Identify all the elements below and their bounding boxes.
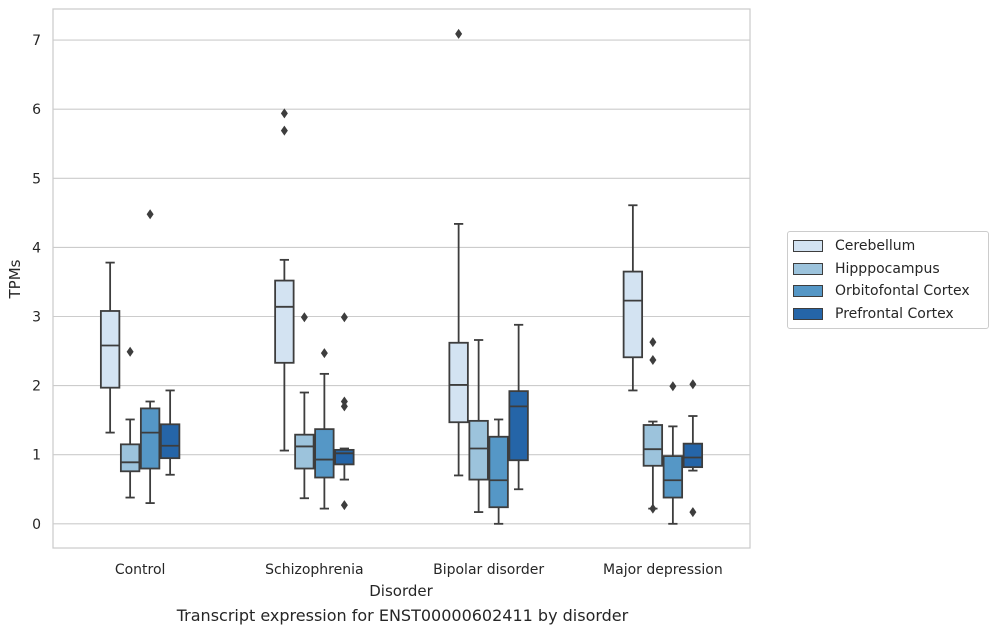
- y-tick-label: 3: [32, 310, 41, 326]
- x-tick-labels: Control Schizophrenia Bipolar disorder Majo…: [115, 562, 723, 578]
- outlier-point: [669, 381, 677, 392]
- outlier-point: [340, 401, 348, 412]
- iqr-box: [294, 433, 315, 470]
- legend-item: Cerebellum: [788, 235, 988, 258]
- chart-caption: Transcript expression for ENST0000060241…: [176, 606, 629, 625]
- iqr-box: [642, 424, 664, 467]
- box-cerebellum: [448, 28, 469, 477]
- iqr-box: [99, 310, 121, 389]
- box-prefrontal-cortex: [508, 323, 529, 491]
- box-orbitofontal-cortex: [139, 209, 161, 504]
- box-cerebellum: [622, 204, 644, 392]
- legend-item: Hipppocampus: [788, 258, 988, 281]
- y-tick-label: 4: [32, 240, 41, 256]
- iqr-box: [119, 443, 141, 473]
- box-prefrontal-cortex: [682, 379, 704, 518]
- outlier-point: [649, 337, 657, 348]
- outlier-point: [320, 348, 328, 359]
- iqr-box: [468, 419, 489, 481]
- box-orbitofontal-cortex: [662, 381, 684, 525]
- legend-swatch: [793, 285, 823, 298]
- legend-swatch: [793, 240, 823, 253]
- iqr-box: [448, 341, 469, 424]
- legend-swatch: [793, 262, 823, 275]
- outlier-point: [280, 108, 288, 119]
- legend-label: Orbitofontal Cortex: [835, 283, 970, 300]
- outlier-point: [649, 355, 657, 366]
- outlier-point: [455, 28, 463, 39]
- outlier-point: [689, 379, 697, 390]
- legend-item: Prefrontal Cortex: [788, 303, 988, 326]
- x-tick-label: Bipolar disorder: [433, 562, 544, 578]
- iqr-box: [488, 435, 509, 509]
- iqr-box: [159, 423, 181, 460]
- legend-item: Orbitofontal Cortex: [788, 280, 988, 303]
- box-hipppocampus: [468, 339, 489, 513]
- legend-label: Hipppocampus: [835, 260, 940, 277]
- iqr-box: [274, 279, 295, 364]
- box-hipppocampus: [119, 346, 141, 499]
- box-hipppocampus: [294, 312, 315, 500]
- x-axis-label: Disorder: [369, 582, 433, 600]
- x-tick-label: Control: [115, 562, 166, 578]
- boxes-layer: [99, 28, 704, 525]
- y-tick-label: 6: [32, 102, 41, 118]
- outlier-point: [689, 507, 697, 518]
- iqr-box: [139, 407, 161, 470]
- outlier-point: [146, 209, 154, 220]
- outlier-point: [300, 312, 308, 323]
- iqr-box: [314, 428, 335, 479]
- y-tick-label: 2: [32, 379, 41, 395]
- iqr-box: [508, 390, 529, 462]
- x-tick-label: Schizophrenia: [265, 562, 363, 578]
- box-orbitofontal-cortex: [488, 418, 509, 525]
- legend: Cerebellum Hipppocampus Orbitofontal Corte…: [787, 231, 989, 329]
- legend-label: Prefrontal Cortex: [835, 305, 954, 322]
- box-cerebellum: [99, 261, 121, 434]
- iqr-box: [622, 270, 644, 359]
- iqr-box: [334, 448, 355, 466]
- box-orbitofontal-cortex: [314, 348, 335, 510]
- y-tick-label: 1: [32, 448, 41, 464]
- box-prefrontal-cortex: [159, 389, 181, 476]
- legend-swatch: [793, 307, 823, 320]
- y-tick-label: 7: [32, 33, 41, 49]
- y-tick-labels: 0 1 2 3 4 5 6 7: [32, 33, 41, 533]
- box-prefrontal-cortex: [334, 312, 355, 511]
- outlier-point: [649, 503, 657, 514]
- y-axis-label: TPMs: [6, 259, 24, 299]
- outlier-point: [340, 500, 348, 511]
- outlier-point: [340, 312, 348, 323]
- legend-label: Cerebellum: [835, 238, 916, 255]
- x-tick-label: Major depression: [603, 562, 723, 578]
- y-tick-label: 5: [32, 171, 41, 187]
- box-hipppocampus: [642, 337, 664, 514]
- outlier-point: [280, 125, 288, 136]
- outlier-point: [126, 346, 134, 357]
- box-cerebellum: [274, 108, 295, 452]
- iqr-box: [682, 442, 704, 469]
- y-tick-label: 0: [32, 517, 41, 533]
- iqr-box: [662, 455, 684, 499]
